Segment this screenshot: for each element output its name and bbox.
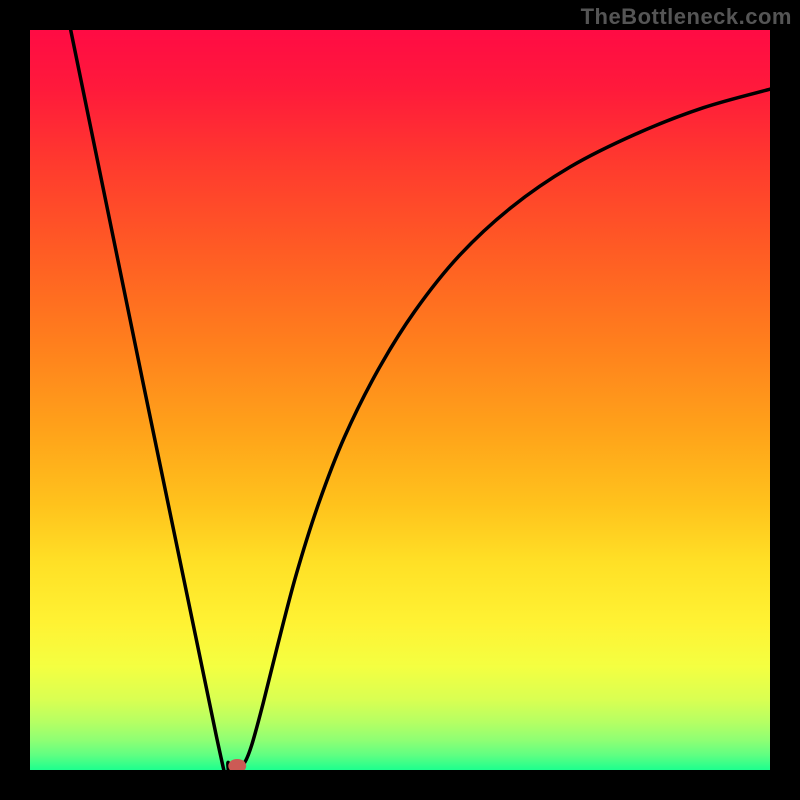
minimum-marker: [228, 759, 246, 770]
chart-container: TheBottleneck.com: [0, 0, 800, 800]
curve-left-branch: [71, 30, 238, 770]
plot-area: [30, 30, 770, 770]
watermark-text: TheBottleneck.com: [581, 4, 792, 30]
curve-right-branch: [237, 89, 770, 768]
bottleneck-curve: [30, 30, 770, 770]
